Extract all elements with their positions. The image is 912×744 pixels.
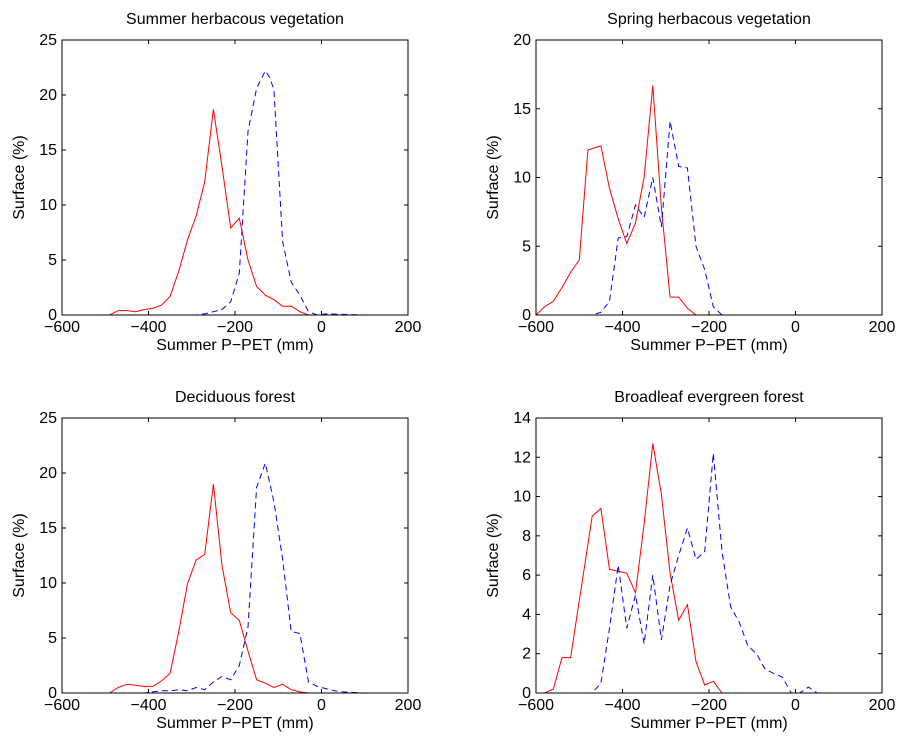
y-tick-label: 0	[522, 685, 531, 702]
x-tick-label: 0	[791, 319, 800, 336]
x-tick-label: 200	[869, 319, 896, 336]
y-tick-label: 8	[522, 528, 531, 545]
series-line-solid	[62, 109, 365, 316]
x-tick-label: −400	[130, 319, 166, 336]
series-line-solid	[536, 443, 839, 694]
y-tick-label: 15	[39, 520, 57, 537]
axes-box	[61, 39, 409, 316]
x-tick-label: 200	[395, 319, 422, 336]
x-tick-label: −600	[518, 697, 554, 714]
x-axis-label: Summer P−PET (mm)	[630, 715, 788, 732]
x-tick-label: 0	[791, 697, 800, 714]
x-tick-label: 200	[869, 697, 896, 714]
y-tick-label: 10	[513, 170, 531, 187]
series-line-dashed	[536, 121, 839, 316]
y-tick-label: 15	[39, 142, 57, 159]
x-tick-label: −400	[604, 697, 640, 714]
axes-box	[61, 417, 409, 694]
y-tick-label: 5	[48, 630, 57, 647]
y-axis-label: Surface (%)	[11, 135, 28, 219]
y-axis-label: Surface (%)	[485, 135, 502, 219]
x-tick-label: −200	[217, 697, 253, 714]
panel-4: −600 −400 −200 0 200 0 2 4 6 8 10 12 14 Broadleaf eve…	[485, 389, 895, 732]
x-axis-label: Summer P−PET (mm)	[630, 337, 788, 354]
y-tick-label: 0	[48, 307, 57, 324]
x-tick-label: −600	[518, 319, 554, 336]
series-line-dashed	[536, 453, 839, 694]
y-tick-label: 25	[39, 32, 57, 49]
y-axis-label: Surface (%)	[11, 513, 28, 597]
y-tick-label: 6	[522, 567, 531, 584]
y-tick-label: 25	[39, 410, 57, 427]
x-tick-label: 200	[395, 697, 422, 714]
y-tick-label: 15	[513, 101, 531, 118]
x-axis-label: Summer P−PET (mm)	[156, 337, 314, 354]
panel-title: Spring herbacous vegetation	[607, 11, 811, 28]
x-tick-label: −400	[130, 697, 166, 714]
y-tick-label: 14	[513, 410, 531, 427]
y-tick-label: 0	[48, 685, 57, 702]
x-tick-label: −200	[691, 319, 727, 336]
y-tick-label: 20	[39, 465, 57, 482]
series-line-solid	[62, 483, 365, 694]
x-axis-label: Summer P−PET (mm)	[156, 715, 314, 732]
axes-box	[535, 39, 883, 316]
y-tick-label: 12	[513, 449, 531, 466]
x-tick-label: −600	[44, 697, 80, 714]
x-tick-label: −200	[217, 319, 253, 336]
x-tick-label: 0	[317, 319, 326, 336]
y-tick-label: 10	[39, 197, 57, 214]
axes-box	[535, 417, 883, 694]
y-tick-label: 10	[39, 575, 57, 592]
y-tick-label: 10	[513, 489, 531, 506]
panel-title: Broadleaf evergreen forest	[614, 389, 804, 406]
x-tick-label: −400	[604, 319, 640, 336]
y-tick-label: 20	[513, 32, 531, 49]
x-tick-label: 0	[317, 697, 326, 714]
y-tick-label: 0	[522, 307, 531, 324]
panel-1: −600 −400 −200 0 200 0 5 10 15 20 25 Summer herbaco…	[11, 11, 421, 354]
y-tick-label: 5	[48, 252, 57, 269]
y-axis-label: Surface (%)	[485, 513, 502, 597]
series-line-dashed	[62, 461, 365, 694]
panel-title: Summer herbacous vegetation	[126, 11, 344, 28]
x-tick-label: −200	[691, 697, 727, 714]
panel-2: −600 −400 −200 0 200 0 5 10 15 20 Spring herbacous…	[485, 11, 895, 354]
y-tick-label: 5	[522, 238, 531, 255]
panel-3: −600 −400 −200 0 200 0 5 10 15 20 25 Deciduous fore…	[11, 389, 421, 732]
panel-title: Deciduous forest	[175, 389, 296, 406]
y-tick-label: 2	[522, 646, 531, 663]
x-tick-label: −600	[44, 319, 80, 336]
series-line-dashed	[62, 69, 365, 316]
y-tick-label: 4	[522, 606, 531, 623]
y-tick-label: 20	[39, 87, 57, 104]
series-line-solid	[535, 85, 839, 316]
